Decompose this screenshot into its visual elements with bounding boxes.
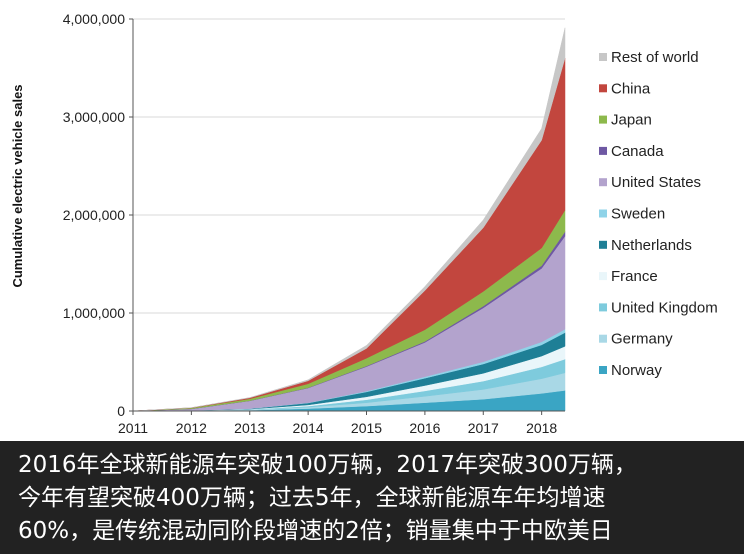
legend-label: United States (611, 174, 701, 191)
x-tick-label: 2015 (351, 420, 382, 436)
y-tick-label: 1,000,000 (63, 305, 125, 321)
legend-label: Netherlands (611, 237, 692, 254)
y-tick-label: 4,000,000 (63, 11, 125, 27)
legend-swatch (599, 53, 607, 61)
legend-swatch (599, 115, 607, 124)
area-rest-of-world (132, 27, 566, 412)
caption-text: 2016年全球新能源车突破100万辆，2017年突破300万辆， 今年有望突破4… (18, 452, 637, 544)
legend-swatch (599, 209, 607, 218)
caption-bar: 2016年全球新能源车突破100万辆，2017年突破300万辆， 今年有望突破4… (0, 441, 744, 554)
legend-label: Sweden (611, 206, 665, 223)
legend-swatch (599, 303, 607, 312)
legend-item-rest-of-world: Rest of world (599, 49, 699, 66)
legend-swatch (599, 366, 607, 374)
legend-item-netherlands: Netherlands (599, 237, 692, 254)
legend-item-france: France (599, 268, 658, 285)
legend-label: United Kingdom (611, 299, 718, 316)
x-tick-labels: 2011 2012 2013 2014 2015 2016 2017 2018 (118, 420, 557, 436)
legend-item-united-states: United States (599, 174, 701, 191)
legend-label: Rest of world (611, 49, 699, 66)
legend-swatch (599, 240, 607, 249)
legend-item-china: China (599, 80, 651, 97)
legend-item-sweden: Sweden (599, 206, 665, 223)
y-tick-label: 0 (117, 403, 125, 419)
legend-item-united-kingdom: United Kingdom (599, 299, 718, 316)
x-tick-label: 2012 (176, 420, 207, 436)
legend-label: France (611, 268, 658, 285)
legend-swatch (599, 178, 607, 187)
legend-label: China (611, 80, 651, 97)
x-tick-label: 2017 (468, 420, 499, 436)
x-tick-label: 2011 (118, 420, 148, 436)
y-tick-label: 3,000,000 (63, 109, 125, 125)
legend-label: Germany (611, 331, 673, 348)
legend-swatch (599, 272, 607, 281)
legend-item-japan: Japan (599, 112, 652, 129)
y-tick-labels: 0 1,000,000 2,000,000 3,000,000 4,000,000 (63, 11, 126, 419)
stacked-area-chart: 0 1,000,000 2,000,000 3,000,000 4,000,000 20… (10, 11, 718, 436)
legend-swatch (599, 84, 607, 93)
legend-swatch (599, 334, 607, 343)
y-axis-label: Cumulative electric vehicle sales (10, 84, 25, 287)
legend-item-canada: Canada (599, 143, 664, 160)
y-tick-label: 2,000,000 (63, 207, 125, 223)
legend-label: Japan (611, 112, 652, 129)
x-tick-label: 2016 (409, 420, 440, 436)
axes (129, 18, 565, 415)
x-tick-label: 2018 (526, 420, 557, 436)
legend: Rest of world China Japan Canada United Stat… (599, 49, 718, 379)
area-series-layers (132, 27, 566, 412)
x-tick-label: 2014 (293, 420, 324, 436)
legend-item-norway: Norway (599, 362, 662, 379)
legend-label: Canada (611, 143, 664, 160)
legend-swatch (599, 146, 607, 155)
x-tick-label: 2013 (234, 420, 265, 436)
legend-item-germany: Germany (599, 331, 673, 348)
legend-label: Norway (611, 362, 662, 379)
